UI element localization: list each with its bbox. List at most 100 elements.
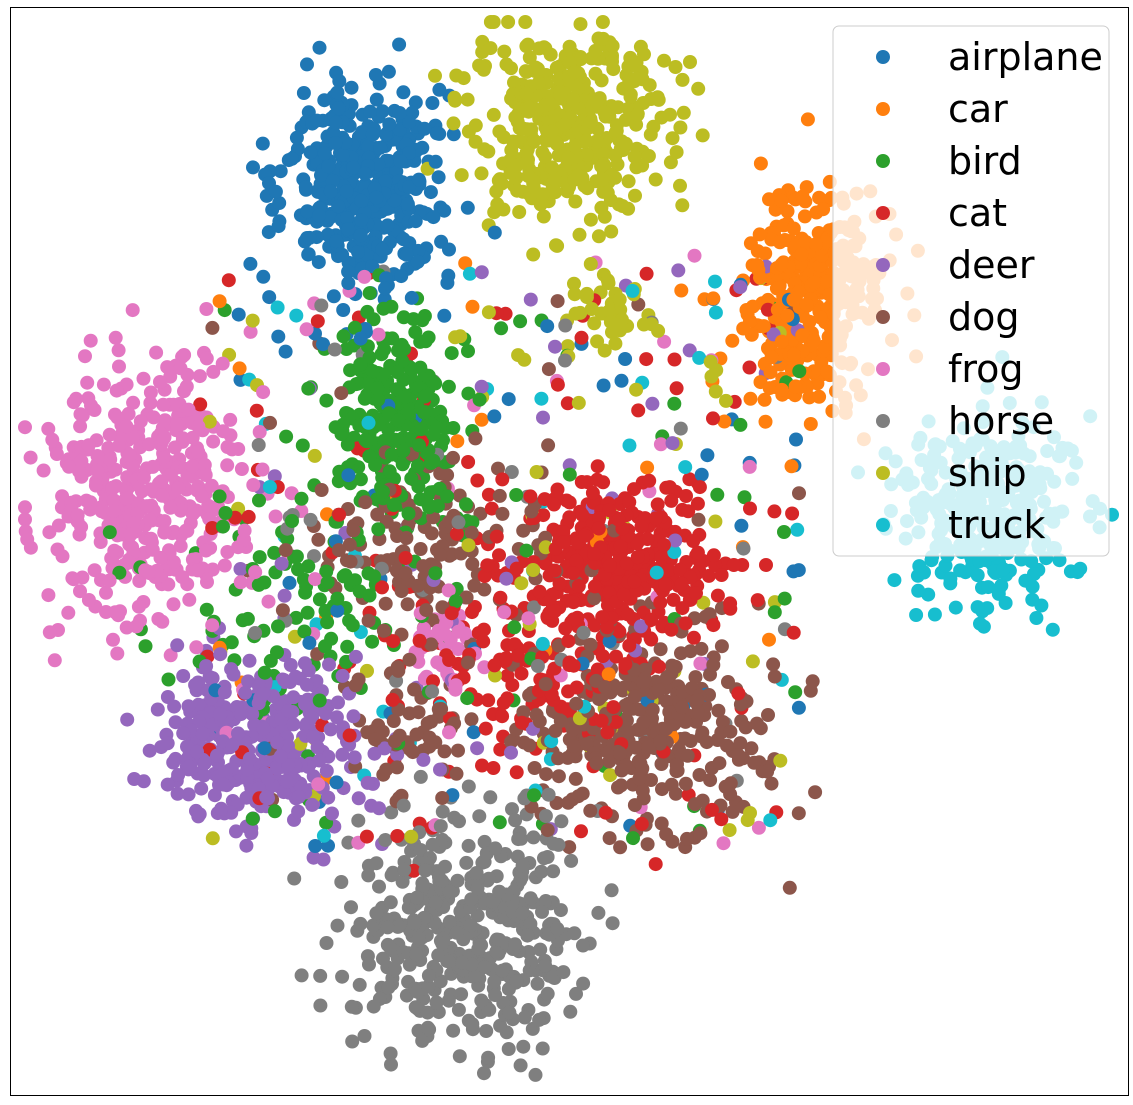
point-bird [340, 437, 355, 452]
point-frog [448, 678, 463, 693]
point-deer [280, 774, 295, 789]
legend-box [832, 25, 1110, 557]
point-airplane [411, 172, 426, 187]
point-frog [153, 550, 168, 565]
point-cat [620, 607, 635, 622]
point-ship [629, 71, 644, 86]
point-airplane [410, 254, 425, 269]
point-ship [497, 44, 512, 59]
point-frog [109, 383, 124, 398]
point-airplane [300, 204, 315, 219]
point-dog [425, 613, 440, 628]
point-horse [540, 986, 555, 1001]
point-ship [519, 39, 534, 54]
point-bird [334, 427, 349, 442]
point-airplane [431, 170, 446, 185]
point-bird [296, 572, 311, 587]
point-deer [233, 562, 248, 576]
point-deer [270, 761, 284, 776]
point-horse [287, 871, 302, 886]
point-cat [622, 638, 637, 653]
point-dog [334, 386, 349, 401]
point-airplane [440, 275, 455, 290]
point-dog [654, 816, 669, 831]
point-truck [994, 578, 1009, 593]
point-deer [213, 707, 228, 722]
point-bird [370, 381, 385, 396]
point-horse [408, 1000, 423, 1015]
point-cat [643, 631, 658, 646]
point-dog [714, 639, 729, 654]
point-ship [604, 224, 619, 239]
point-car [788, 291, 803, 306]
point-bird [257, 665, 272, 680]
point-ship [596, 147, 611, 162]
point-bird [376, 484, 390, 499]
point-bird [507, 620, 522, 635]
point-deer [168, 715, 183, 730]
point-horse [397, 862, 412, 877]
point-deer [181, 787, 196, 802]
point-frog [45, 432, 60, 447]
point-airplane [329, 115, 343, 130]
point-airplane [596, 378, 611, 393]
point-frog [73, 407, 88, 422]
point-car [757, 392, 772, 407]
point-cat [547, 563, 562, 578]
point-bird [418, 334, 433, 349]
point-horse [530, 659, 545, 673]
point-bird [400, 406, 415, 421]
point-bird [394, 337, 409, 352]
point-bird [527, 788, 541, 803]
point-cat [193, 397, 208, 412]
point-ship [481, 305, 496, 320]
point-airplane [540, 319, 555, 334]
point-cat [449, 526, 464, 541]
point-airplane [378, 174, 393, 189]
point-deer [207, 788, 222, 803]
point-bird [267, 545, 282, 560]
point-horse [433, 974, 448, 989]
point-cat [489, 529, 504, 544]
point-frog [166, 597, 181, 612]
point-dog [205, 320, 220, 335]
point-dog [538, 677, 553, 691]
point-cat [500, 691, 515, 706]
point-frog [143, 482, 158, 497]
point-dog [527, 761, 542, 775]
point-horse [420, 1020, 435, 1035]
point-bird [312, 592, 327, 607]
point-airplane [402, 180, 417, 194]
point-ship [571, 395, 586, 410]
point-airplane [375, 104, 390, 119]
point-airplane [341, 276, 356, 291]
point-cat [706, 411, 720, 426]
point-ship [488, 668, 502, 683]
point-airplane [282, 575, 297, 590]
point-horse [294, 968, 309, 983]
point-bird [279, 429, 294, 444]
point-horse [369, 856, 384, 871]
point-dog [516, 523, 531, 538]
point-horse [425, 837, 440, 852]
legend-label-horse: horse [948, 399, 1054, 443]
point-dog [636, 675, 651, 690]
point-car [762, 192, 776, 207]
point-deer [213, 647, 228, 662]
point-frog [87, 563, 102, 578]
point-horse [502, 1005, 517, 1020]
point-cat [587, 579, 602, 594]
point-airplane [300, 57, 314, 72]
point-car [736, 321, 751, 336]
point-deer [229, 824, 243, 839]
point-dog [361, 613, 376, 628]
point-airplane [336, 303, 351, 317]
point-airplane [399, 247, 414, 262]
point-frog [442, 725, 456, 740]
point-truck [535, 636, 550, 651]
point-airplane [432, 82, 447, 97]
legend-label-airplane: airplane [948, 35, 1103, 79]
point-frog [73, 419, 88, 434]
point-ship [657, 53, 671, 68]
point-horse [538, 958, 553, 973]
